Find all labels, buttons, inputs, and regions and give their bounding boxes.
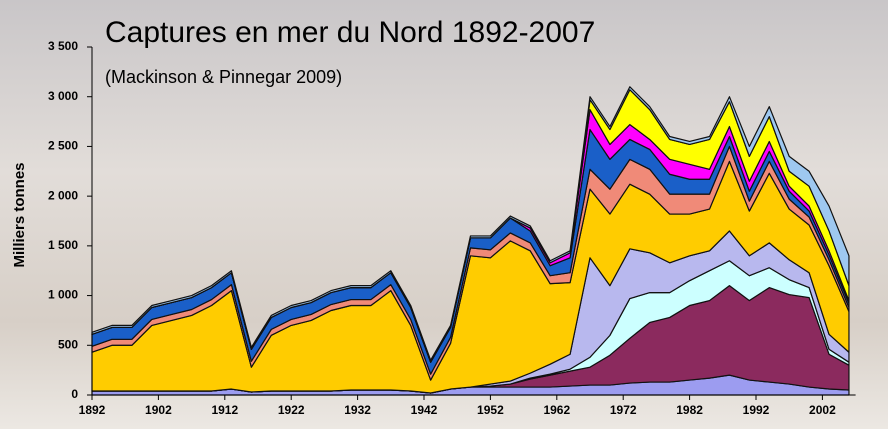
y-tick-label: 3 500	[48, 39, 78, 53]
y-tick-label: 1 000	[48, 288, 78, 302]
y-tick-label: 500	[58, 337, 78, 351]
y-axis-label: Milliers tonnes	[11, 162, 28, 267]
y-tick-label: 2 500	[48, 139, 78, 153]
x-tick-label: 1932	[344, 403, 371, 417]
x-tick-label: 1962	[543, 403, 570, 417]
chart-title: Captures en mer du Nord 1892-2007	[105, 16, 595, 49]
x-tick-label: 2002	[809, 403, 836, 417]
y-tick-label: 1 500	[48, 238, 78, 252]
x-tick-label: 1942	[411, 403, 438, 417]
plot-area	[91, 86, 850, 396]
x-tick-label: 1992	[743, 403, 770, 417]
chart-subtitle: (Mackinson & Pinnegar 2009)	[105, 67, 342, 87]
area	[91, 86, 850, 363]
x-tick-label: 1972	[610, 403, 637, 417]
x-tick-label: 1902	[145, 403, 172, 417]
y-tick-label: 3 000	[48, 89, 78, 103]
y-tick-label: 2 000	[48, 188, 78, 202]
x-tick-label: 1952	[477, 403, 504, 417]
x-tick-label: 1912	[211, 403, 238, 417]
x-tick-label: 1922	[278, 403, 305, 417]
x-tick-label: 1892	[79, 403, 106, 417]
x-tick-label: 1982	[676, 403, 703, 417]
y-tick-label: 0	[71, 387, 78, 401]
